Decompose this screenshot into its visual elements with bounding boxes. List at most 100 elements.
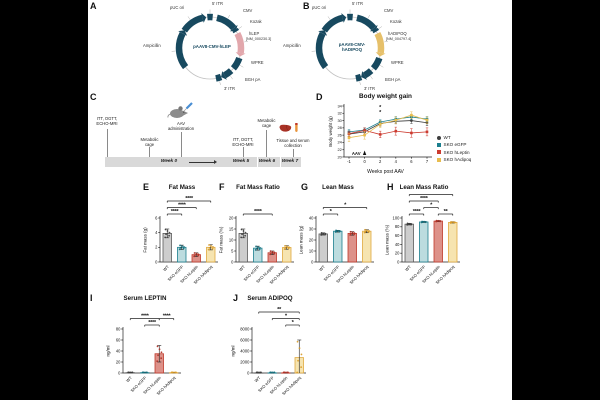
tube-icon bbox=[295, 123, 298, 132]
y-tick-label: 80 bbox=[116, 326, 121, 331]
legend-item-sko-egfp: SKO eGFP bbox=[437, 142, 471, 147]
plasmid-leader-line bbox=[378, 26, 383, 29]
y-tick-label: 100 bbox=[393, 215, 401, 220]
sig-bracket bbox=[423, 207, 439, 210]
sig-stars: *** bbox=[428, 192, 435, 196]
plasmid-leader-line bbox=[384, 41, 388, 43]
plasmid-leader-line bbox=[227, 14, 231, 19]
series-SKO hAdipoq bbox=[347, 111, 429, 142]
y-tick-label: 0 bbox=[247, 370, 250, 375]
sig-bracket bbox=[285, 324, 300, 327]
sig-bracket bbox=[166, 200, 212, 203]
lean-mass-title: Lean Mass bbox=[322, 184, 354, 191]
sig-stars: **** bbox=[254, 209, 263, 215]
panel-j-letter: J bbox=[233, 293, 239, 303]
y-tick-label: 20 bbox=[229, 215, 234, 220]
plasmid-segment-arrow bbox=[178, 30, 188, 36]
data-points bbox=[207, 244, 214, 251]
bar-SKO eGFP bbox=[419, 221, 429, 263]
bodyweight-x-axis-label: Weeks post AAV bbox=[367, 169, 404, 175]
sig-bracket bbox=[144, 324, 160, 327]
plasmid-a-bghpa-label: BGH pA bbox=[245, 77, 261, 82]
y-tick-label: 20 bbox=[395, 251, 400, 256]
data-points bbox=[156, 345, 163, 363]
sig-stars: * bbox=[285, 314, 288, 320]
y-axis-label: Fat mass (%) bbox=[219, 226, 224, 253]
plasmid-segment-arrow bbox=[375, 52, 386, 57]
panel-g: Lean Mass 0 10 20 30 40 Lean mass (g) WT SKO eG… bbox=[298, 183, 378, 299]
panel-e: Fat Mass 0 2 4 6 Fat mass (g) WT SKO eGFP SKO h… bbox=[142, 183, 222, 299]
data-point bbox=[410, 131, 413, 135]
timeline-separator bbox=[280, 157, 281, 167]
plasmid-segment bbox=[175, 13, 245, 83]
sig-bracket bbox=[408, 200, 439, 203]
sig-bracket bbox=[166, 213, 183, 216]
data-points bbox=[164, 228, 171, 239]
sig-bracket bbox=[322, 207, 368, 210]
plasmid-segment-arrow bbox=[221, 70, 227, 80]
axes bbox=[121, 327, 181, 374]
x-tick-label: WT bbox=[238, 264, 246, 272]
y-tick-label: 0 bbox=[231, 259, 234, 264]
y-tick-label: 30 bbox=[337, 118, 342, 123]
timeline-event-label: Metabolic cage bbox=[257, 118, 276, 129]
data-point bbox=[378, 133, 382, 136]
sig-stars: * bbox=[330, 209, 333, 215]
plasmid-b-bghpa-label: BGH pA bbox=[385, 77, 401, 82]
plasmid-b-itr5-label: 5' ITR bbox=[352, 1, 364, 6]
sig-bracket bbox=[166, 207, 197, 210]
figure-area bbox=[88, 0, 512, 400]
legend-marker-wt bbox=[437, 135, 441, 140]
timeline-week-5: Week 5 bbox=[232, 159, 250, 164]
plasmid-segment-arrow bbox=[318, 30, 328, 36]
y-axis-label: ng/ml bbox=[231, 345, 236, 356]
timeline-stem bbox=[149, 147, 150, 157]
plasmid-b-wpre-label: WPRE bbox=[391, 60, 404, 65]
y-axis-label: Lean mass (g) bbox=[299, 225, 304, 254]
data-points bbox=[283, 244, 290, 250]
panel-a-letter: A bbox=[90, 1, 97, 11]
plasmid-b-kozak-label: Kozak bbox=[390, 19, 402, 24]
plasmid-leader-line bbox=[244, 41, 248, 43]
y-axis-label: ng/ml bbox=[106, 345, 111, 356]
timeline-stem bbox=[181, 132, 182, 157]
sig-bracket bbox=[258, 311, 300, 314]
data-points bbox=[170, 371, 177, 374]
error-bar bbox=[297, 339, 302, 373]
data-point bbox=[410, 113, 413, 117]
sig-stars: **** bbox=[420, 196, 429, 202]
data-points bbox=[420, 220, 427, 224]
y-tick-label: 20 bbox=[116, 359, 121, 364]
sig-stars: **** bbox=[141, 314, 150, 320]
data-point bbox=[378, 122, 382, 126]
y-tick-label: 40 bbox=[116, 348, 121, 353]
sig-stars: * bbox=[430, 203, 433, 209]
panel-h-letter: H bbox=[387, 182, 394, 192]
plasmid-leader-line bbox=[367, 14, 371, 19]
y-tick-label: 40 bbox=[395, 242, 400, 247]
y-axis-label: Body weight (g) bbox=[328, 116, 333, 147]
y-tick-label: 0 bbox=[155, 259, 158, 264]
x-tick-label: 7 bbox=[426, 159, 429, 164]
legend-item-wt: WT bbox=[437, 135, 471, 140]
bar-SKO hAdipoq bbox=[362, 230, 372, 263]
significance-annotation: * bbox=[379, 110, 382, 116]
data-points bbox=[240, 228, 247, 239]
plasmid-a-gene-label: hLEP bbox=[249, 31, 260, 36]
plasmid-a-itr3-label: 3' ITR bbox=[224, 86, 236, 91]
timeline-arrow bbox=[189, 161, 214, 163]
plasmid-segment bbox=[175, 13, 245, 83]
serum-leptin-title: Serum LEPTIN bbox=[123, 295, 167, 302]
y-tick-label: 0 bbox=[397, 259, 400, 264]
y-tick-label: 2 bbox=[155, 245, 158, 250]
x-tick-label: WT bbox=[162, 264, 170, 272]
y-tick-label: 4 bbox=[155, 230, 158, 235]
data-points bbox=[254, 245, 261, 251]
data-point bbox=[394, 129, 398, 133]
plasmid-a-wpre-label: WPRE bbox=[251, 60, 264, 65]
y-tick-label: 34 bbox=[337, 103, 342, 108]
y-tick-label: 40 bbox=[309, 215, 314, 220]
